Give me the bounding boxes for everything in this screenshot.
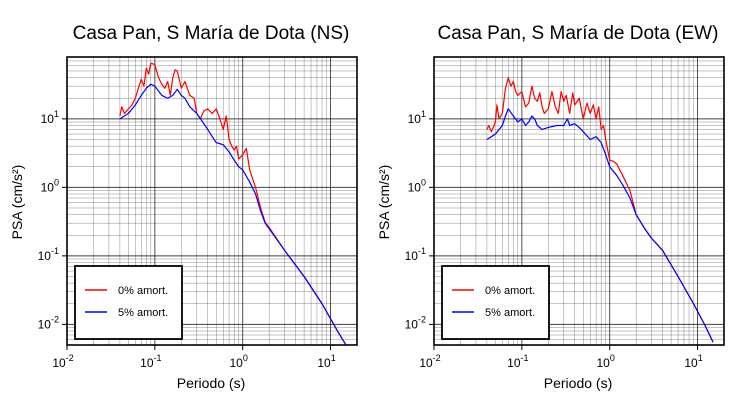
x-axis-label: Periodo (s)	[544, 375, 612, 391]
series-layer	[486, 77, 714, 343]
y-axis-label: PSA (cm/s²)	[376, 165, 392, 240]
legend-label-1: 5% amort.	[118, 307, 168, 319]
series-line-five-percent-damping	[486, 108, 714, 343]
x-tick-label: 10-2	[419, 353, 440, 370]
y-axis-label: PSA (cm/s²)	[9, 165, 25, 240]
tick-labels: 10-2 10-1 100 101 10-2 10-1 100 101	[38, 109, 336, 370]
x-tick-label: 100	[230, 353, 248, 370]
series-line-five-percent-damping	[119, 83, 347, 346]
y-tick-label: 101	[41, 109, 59, 126]
x-axis-label: Periodo (s)	[177, 375, 245, 391]
y-tick-label: 10-2	[38, 314, 59, 331]
legend-label-1: 5% amort.	[485, 307, 535, 319]
series-layer	[119, 62, 347, 346]
tick-labels: 10-2 10-1 100 101 10-2 10-1 100 101	[405, 109, 703, 370]
x-tick-label: 100	[597, 353, 615, 370]
legend-box	[74, 265, 183, 340]
chart-panel-ew: Casa Pan, S María de Dota (EW) 10-2 10-1 1…	[376, 23, 725, 391]
chart-title: Casa Pan, S María de Dota (NS)	[73, 23, 350, 44]
y-tick-label: 10-2	[405, 314, 426, 331]
x-tick-label: 10-2	[52, 353, 73, 370]
legend: 0% amort. 5% amort.	[74, 265, 183, 340]
chart-title: Casa Pan, S María de Dota (EW)	[438, 23, 719, 44]
series-line-zero-damping	[486, 77, 714, 343]
y-tick-label: 100	[408, 177, 426, 194]
legend-label-0: 0% amort.	[118, 285, 168, 297]
x-tick-label: 10-1	[507, 353, 528, 370]
legend: 0% amort. 5% amort.	[441, 265, 550, 340]
y-tick-label: 100	[41, 177, 59, 194]
y-tick-label: 10-1	[405, 246, 426, 263]
chart-panel-ns: Casa Pan, S María de Dota (NS) 10-2 10-1 1…	[9, 23, 358, 391]
legend-box	[441, 265, 550, 340]
plot-frame	[433, 56, 725, 346]
y-tick-label: 101	[408, 109, 426, 126]
x-tick-label: 10-1	[140, 353, 161, 370]
legend-label-0: 0% amort.	[485, 285, 535, 297]
plot-frame	[66, 56, 358, 346]
x-tick-label: 101	[317, 353, 335, 370]
y-tick-label: 10-1	[38, 246, 59, 263]
x-tick-label: 101	[684, 353, 702, 370]
